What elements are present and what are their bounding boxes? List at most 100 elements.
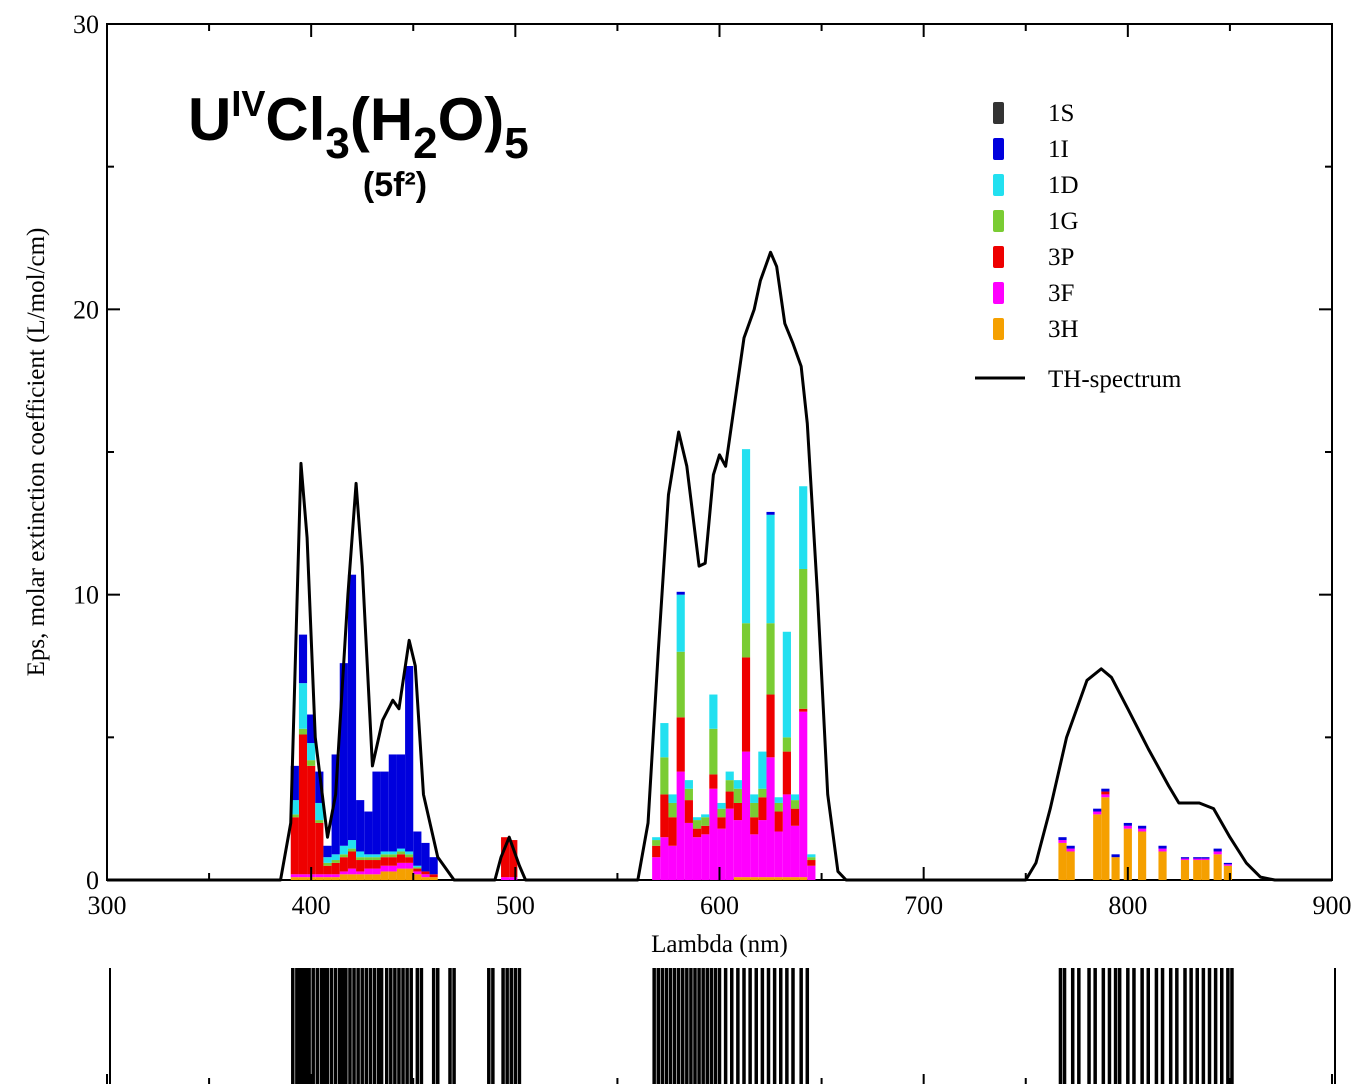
bar-segment (1058, 842, 1067, 880)
bar-segment (380, 865, 389, 872)
bar-segment (709, 788, 718, 880)
bar-segment (684, 780, 693, 789)
bar-segment (396, 754, 406, 849)
bar-segment (1213, 851, 1222, 855)
bar-segment (405, 857, 414, 863)
bar-segment (799, 708, 808, 712)
bar-segment (290, 765, 299, 801)
bar-segment (774, 877, 783, 880)
bar-segment (1066, 851, 1075, 880)
bar-segment (388, 851, 397, 855)
bar-segment (799, 877, 808, 880)
title-part: U (188, 86, 231, 153)
bar-segment (339, 871, 348, 875)
bar-segment (676, 594, 685, 652)
bar-segment (701, 814, 710, 818)
bar-segment (1138, 828, 1147, 832)
bar-segment (676, 591, 685, 595)
bar-segment (347, 848, 357, 852)
bar-segment (347, 851, 357, 869)
title-part: 2 (413, 119, 437, 168)
bar-segment (725, 780, 734, 792)
bar-segment (429, 857, 438, 875)
bar-segment (323, 874, 332, 878)
bar-segment (356, 871, 365, 875)
bar-segment (356, 860, 365, 872)
bar-segment (388, 754, 397, 852)
bar-segment (339, 874, 348, 880)
bar-segment (741, 623, 751, 658)
bar-segment (684, 788, 693, 801)
bar-segment (1180, 857, 1190, 859)
bar-segment (1193, 858, 1202, 861)
bar-segment (307, 714, 316, 744)
bar-segment (315, 820, 324, 823)
bar-segment (741, 657, 751, 752)
bar-segment (347, 868, 357, 875)
bar-segment (290, 877, 299, 880)
bar-segment (1111, 857, 1120, 880)
bar-segment (1158, 851, 1167, 880)
bar-segment (405, 854, 414, 858)
bar-segment (323, 845, 332, 858)
bar-segment (364, 868, 373, 875)
bar-segment (315, 802, 324, 821)
bar-segment (725, 808, 734, 880)
bar-segment (750, 794, 759, 803)
x-tick-label: 500 (496, 891, 535, 920)
bar-segment (1093, 808, 1102, 812)
bar-segment (388, 857, 397, 866)
bar-segment (290, 800, 299, 815)
bar-segment (429, 874, 438, 878)
x-axis-label: Lambda (nm) (651, 931, 788, 958)
bar-segment (421, 877, 430, 880)
legend-swatch (993, 210, 1004, 232)
bar-segment (741, 751, 751, 878)
bar-segment (372, 868, 381, 875)
bar-segment (331, 862, 340, 875)
bar-segment (799, 711, 808, 878)
bar-segment (701, 825, 710, 835)
bar-segment (405, 666, 414, 852)
y-axis-label: Eps, molar extinction coefficient (L/mol… (23, 228, 50, 677)
bar-segment (741, 877, 751, 880)
title-part: O) (438, 86, 505, 153)
bar-segment (339, 663, 348, 846)
bar-segment (356, 857, 365, 861)
bar-segment (298, 874, 308, 878)
bar-segment (290, 874, 299, 878)
bar-segment (799, 486, 808, 569)
bar-segment (307, 765, 316, 875)
title-part: 5 (504, 119, 528, 168)
bar-segment (684, 822, 693, 880)
bar-segment (799, 568, 808, 709)
legend-label: 3P (1048, 244, 1074, 271)
legend-label: 1I (1048, 136, 1069, 163)
bar-segment (388, 854, 397, 858)
legend-swatch (993, 138, 1004, 160)
bar-segment (1093, 811, 1102, 815)
bar-segment (1093, 814, 1102, 880)
bar-segment (372, 854, 381, 858)
bar-segment (1138, 831, 1147, 880)
bar-segment (652, 857, 661, 880)
legend-swatch (993, 174, 1004, 196)
bar-segment (413, 865, 422, 868)
bar-segment (380, 854, 389, 858)
bar-segment (372, 860, 381, 869)
bar-segment (668, 817, 677, 846)
y-tick-label: 20 (73, 295, 99, 324)
bar-segment (733, 780, 742, 789)
bar-segment (372, 874, 381, 880)
bar-segment (1058, 840, 1067, 843)
bar-segment (660, 757, 669, 795)
bar-segment (315, 771, 324, 803)
bar-segment (421, 871, 430, 875)
bar-segment (331, 877, 340, 880)
bar-segment (1101, 794, 1110, 798)
bar-segment (1193, 860, 1202, 880)
x-tick-label: 300 (88, 891, 127, 920)
bar-segment (307, 743, 316, 761)
